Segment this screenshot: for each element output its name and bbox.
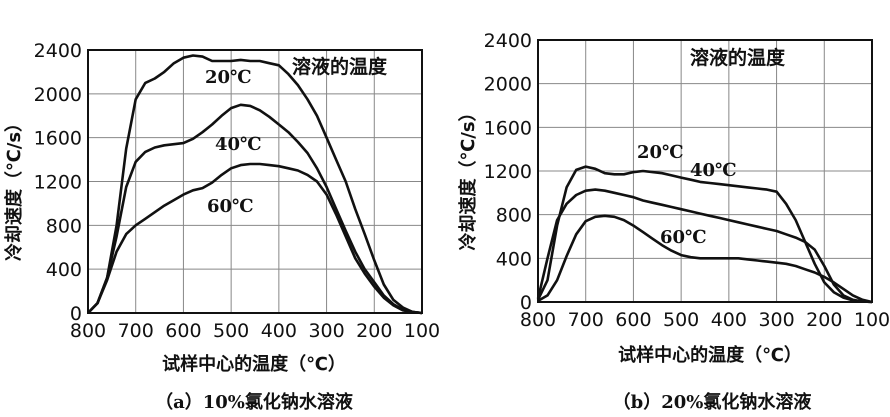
x-tick-label: 400	[711, 309, 747, 331]
x-axis-label: 试样中心的温度（℃）	[162, 353, 346, 375]
x-tick-label: 100	[404, 320, 440, 342]
y-tick-label: 2000	[34, 84, 82, 106]
y-tick-label: 1600	[34, 128, 82, 150]
chart-caption: （a）10%氯化钠水溶液	[155, 391, 354, 413]
x-tick-label: 800	[520, 309, 556, 331]
y-axis-label: 冷却速度（℃/s）	[457, 103, 479, 250]
y-axis-label: 冷却速度（℃/s）	[3, 114, 25, 261]
y-tick-label: 400	[496, 248, 532, 270]
x-tick-label: 100	[854, 309, 890, 331]
y-tick-label: 0	[520, 292, 532, 314]
x-tick-label: 200	[806, 309, 842, 331]
legend-title: 溶液的温度	[690, 46, 786, 69]
y-tick-label: 0	[70, 303, 82, 325]
y-tick-label: 1600	[484, 117, 532, 139]
series-label: 20℃	[637, 142, 684, 163]
series-label: 40℃	[215, 134, 262, 155]
series-label: 60℃	[207, 196, 254, 217]
x-axis-label: 试样中心的温度（℃）	[618, 344, 802, 366]
series-line-1	[536, 188, 873, 304]
x-tick-label: 500	[213, 320, 249, 342]
y-tick-label: 2000	[484, 74, 532, 96]
legend-title: 溶液的温度	[292, 55, 388, 78]
x-tick-label: 700	[568, 309, 604, 331]
chart-panel-b: 800 700 600 500 400 300 200 100 0 400 800 1200 1600 2…	[457, 30, 890, 413]
x-tick-label: 700	[118, 320, 154, 342]
y-tick-label: 400	[46, 259, 82, 281]
plot-frame	[87, 49, 423, 314]
y-tick-label: 2400	[34, 40, 82, 62]
chart-panel-a: 800 700 600 500 400 300 200 100 0 400 800 1200 1600 2…	[3, 40, 440, 413]
y-tick-label: 1200	[484, 161, 532, 183]
series-label: 40℃	[690, 160, 737, 181]
y-tick-label: 800	[496, 205, 532, 227]
series-line-0	[87, 54, 423, 315]
x-tick-label: 300	[308, 320, 344, 342]
y-tick-label: 800	[46, 215, 82, 237]
y-tick-label: 2400	[484, 30, 532, 52]
x-tick-label: 800	[70, 320, 106, 342]
series-line-1	[87, 103, 423, 315]
series-line-2	[537, 214, 873, 304]
series-label: 60℃	[660, 227, 707, 248]
x-tick-label: 500	[663, 309, 699, 331]
x-tick-label: 200	[356, 320, 392, 342]
plot-frame	[537, 39, 873, 303]
x-tick-label: 600	[165, 320, 201, 342]
y-tick-label: 1200	[34, 172, 82, 194]
series-line-0	[536, 165, 873, 304]
series-line-2	[87, 162, 423, 315]
x-tick-label: 600	[615, 309, 651, 331]
x-tick-label: 400	[261, 320, 297, 342]
x-tick-label: 300	[758, 309, 794, 331]
series-label: 20℃	[205, 67, 252, 88]
chart-caption: （b）20%氯化钠水溶液	[613, 391, 813, 413]
